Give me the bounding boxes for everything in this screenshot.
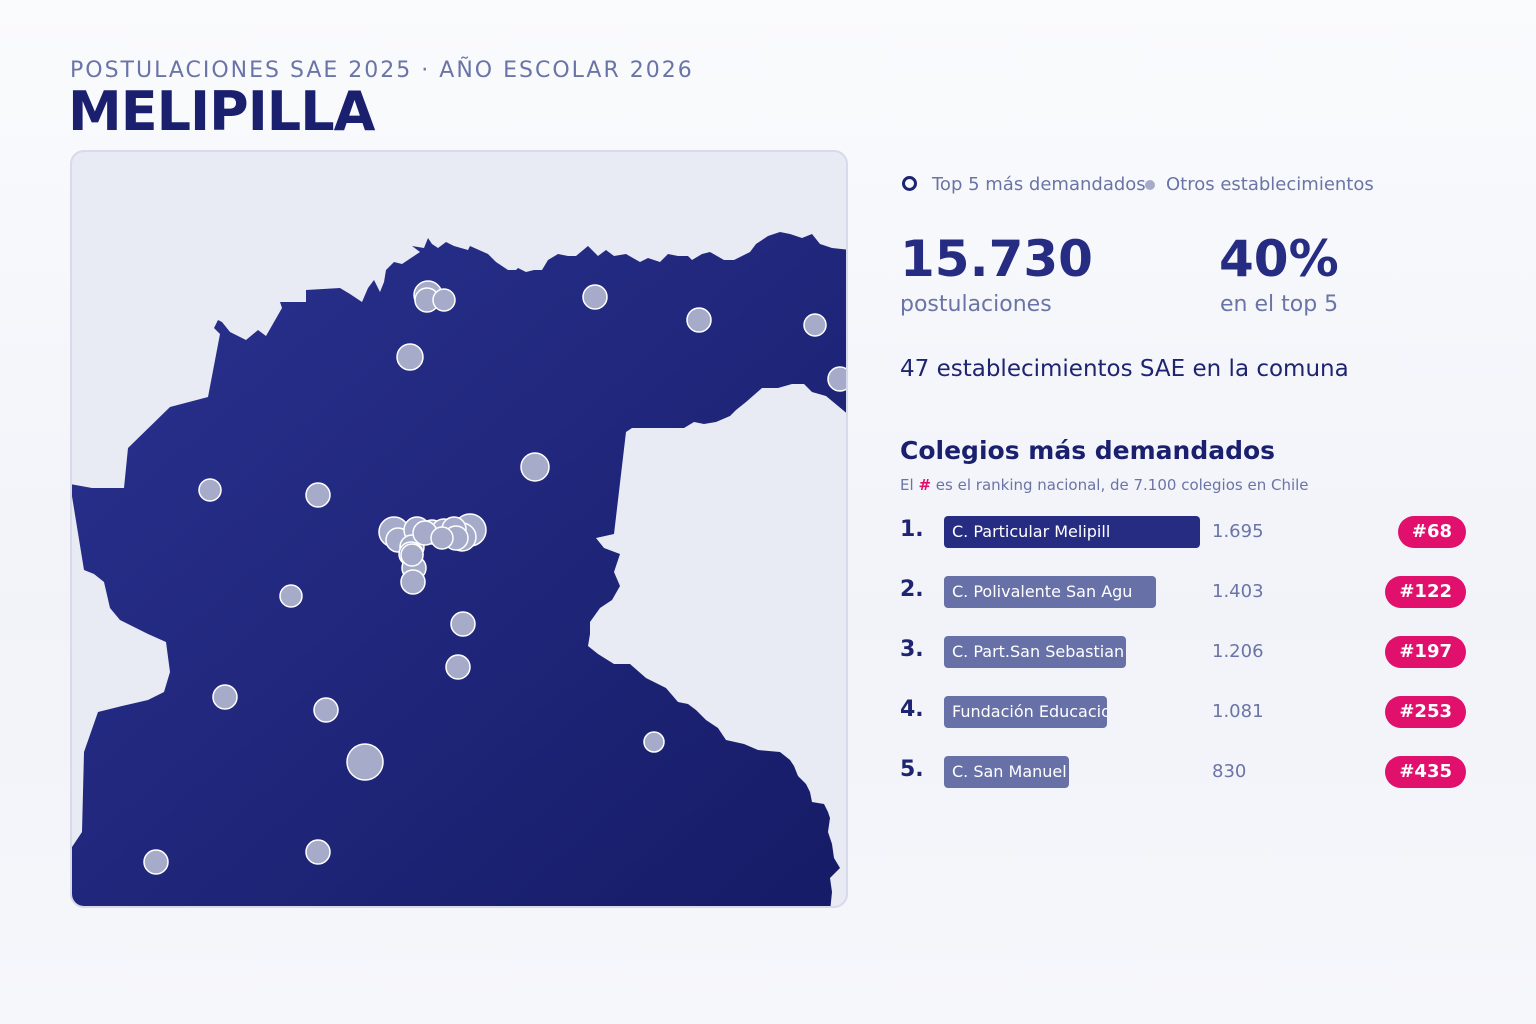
national-rank-badge: #435 <box>1385 756 1466 788</box>
applications-count: 1.206 <box>1212 641 1264 662</box>
school-marker[interactable] <box>450 611 476 637</box>
note-hash: # <box>918 476 932 494</box>
school-marker[interactable] <box>430 526 454 550</box>
school-marker[interactable] <box>305 482 331 508</box>
school-marker[interactable] <box>643 731 665 753</box>
top5-ring-icon <box>902 176 917 191</box>
rank-position: 1. <box>900 517 924 542</box>
demand-bar: C. Particular Melipill <box>944 516 1200 548</box>
ranking-note: El # es el ranking nacional, de 7.100 co… <box>900 476 1309 494</box>
school-name: C. Polivalente San Agu <box>952 582 1133 601</box>
rank-position: 4. <box>900 697 924 722</box>
rank-position: 3. <box>900 637 924 662</box>
applications-count: 1.403 <box>1212 581 1264 602</box>
rank-position: 5. <box>900 757 924 782</box>
applications-label: postulaciones <box>900 292 1052 317</box>
school-marker[interactable] <box>445 654 471 680</box>
school-name: C. Particular Melipill <box>952 522 1111 541</box>
demand-bar: C. San Manuel <box>944 756 1069 788</box>
establishments-count: 47 establecimientos SAE en la comuna <box>900 356 1349 382</box>
school-marker[interactable] <box>313 697 339 723</box>
map-canvas <box>72 232 848 906</box>
national-rank-badge: #253 <box>1385 696 1466 728</box>
school-marker[interactable] <box>305 839 331 865</box>
applications-count: 830 <box>1212 761 1247 782</box>
note-suffix: es el ranking nacional, de 7.100 colegio… <box>935 476 1309 494</box>
school-markers <box>143 280 848 875</box>
page-title: MELIPILLA <box>68 80 375 143</box>
top5-share-label: en el top 5 <box>1220 292 1339 317</box>
ranking-title: Colegios más demandados <box>900 436 1276 465</box>
demand-bar: Fundación Educacional <box>944 696 1107 728</box>
demand-bar: C. Part.San Sebastian <box>944 636 1126 668</box>
school-name: Fundación Educacional <box>952 702 1107 721</box>
applications-count: 1.695 <box>1212 521 1264 542</box>
school-marker[interactable] <box>520 452 550 482</box>
legend-top5-label: Top 5 más demandados <box>932 174 1146 195</box>
legend-others-label: Otros establecimientos <box>1166 174 1374 195</box>
demand-bar: C. Polivalente San Agu <box>944 576 1156 608</box>
applications-value: 15.730 <box>900 230 1093 288</box>
school-marker[interactable] <box>279 584 303 608</box>
school-name: C. San Manuel <box>952 762 1067 781</box>
national-rank-badge: #68 <box>1397 516 1466 548</box>
ranking-row[interactable]: 1. C. Particular Melipill 1.695 #68 <box>900 516 1466 548</box>
school-marker[interactable] <box>803 313 827 337</box>
school-marker[interactable] <box>143 849 169 875</box>
school-marker[interactable] <box>432 288 456 312</box>
applications-count: 1.081 <box>1212 701 1264 722</box>
school-marker[interactable] <box>686 307 712 333</box>
page-subtitle: POSTULACIONES SAE 2025 · AÑO ESCOLAR 202… <box>70 58 694 83</box>
national-rank-badge: #197 <box>1385 636 1466 668</box>
top5-share-value: 40% <box>1219 230 1339 288</box>
ranking-row[interactable]: 2. C. Polivalente San Agu 1.403 #122 <box>900 576 1466 608</box>
commune-territory <box>72 232 846 906</box>
school-marker[interactable] <box>198 478 222 502</box>
ranking-row[interactable]: 5. C. San Manuel 830 #435 <box>900 756 1466 788</box>
note-prefix: El <box>900 476 914 494</box>
national-rank-badge: #122 <box>1385 576 1466 608</box>
others-dot-icon <box>1145 180 1155 190</box>
school-marker[interactable] <box>212 684 238 710</box>
school-marker[interactable] <box>400 543 424 567</box>
school-marker[interactable] <box>582 284 608 310</box>
school-name: C. Part.San Sebastian <box>952 642 1125 661</box>
rank-position: 2. <box>900 577 924 602</box>
ranking-row[interactable]: 4. Fundación Educacional 1.081 #253 <box>900 696 1466 728</box>
school-marker[interactable] <box>396 343 424 371</box>
school-marker[interactable] <box>346 743 384 781</box>
school-marker[interactable] <box>400 569 426 595</box>
ranking-row[interactable]: 3. C. Part.San Sebastian 1.206 #197 <box>900 636 1466 668</box>
commune-map[interactable] <box>70 150 848 908</box>
school-marker[interactable] <box>827 366 848 392</box>
